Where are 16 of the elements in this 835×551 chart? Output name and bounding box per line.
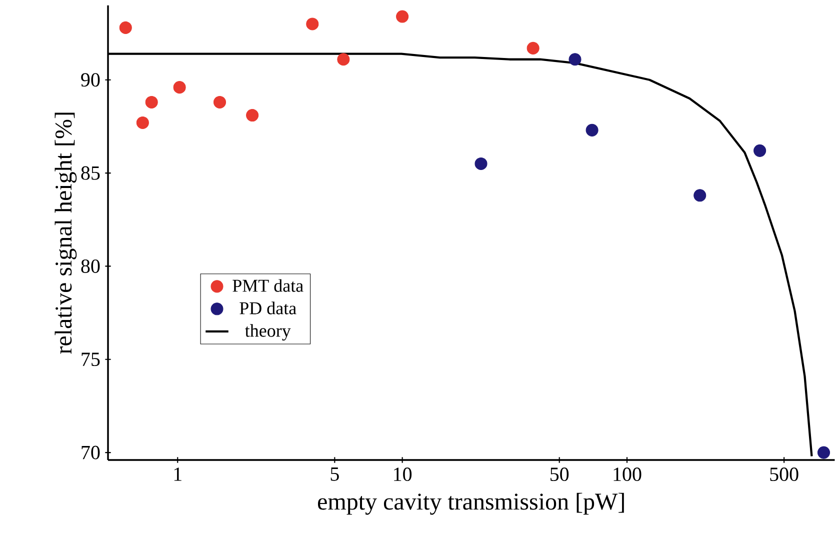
y-tick-label: 85	[81, 166, 100, 180]
legend-label: theory	[245, 324, 291, 341]
x-tick-label: 500	[770, 468, 798, 482]
y-tick-label: 75	[82, 352, 100, 366]
x-tick-label: 5	[330, 468, 339, 481]
x-axis-title: empty cavity transmission [pW]	[318, 492, 624, 515]
legend-label: PMT data	[232, 279, 304, 292]
y-tick-label: 70	[82, 446, 100, 460]
x-tick-label: 1	[174, 468, 182, 481]
y-axis-title: relative signal height [%]	[54, 112, 77, 354]
x-tick-label: 10	[394, 468, 412, 482]
x-tick-label: 100	[614, 468, 642, 482]
y-tick-label: 90	[81, 73, 100, 87]
legend-label: PD data	[240, 302, 296, 314]
x-tick-label: 50	[550, 468, 569, 482]
y-tick-label: 80	[81, 259, 100, 273]
